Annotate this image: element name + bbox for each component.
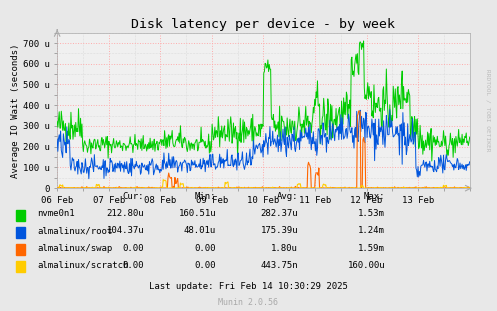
Text: 282.37u: 282.37u — [260, 209, 298, 218]
Text: 104.37u: 104.37u — [106, 226, 144, 235]
Text: 1.59m: 1.59m — [358, 244, 385, 253]
Text: 48.01u: 48.01u — [184, 226, 216, 235]
Text: 0.00: 0.00 — [123, 261, 144, 270]
Text: 1.53m: 1.53m — [358, 209, 385, 218]
Text: nvme0n1: nvme0n1 — [37, 209, 75, 218]
Text: Avg:: Avg: — [277, 192, 298, 201]
Text: Min:: Min: — [195, 192, 216, 201]
Text: Cur:: Cur: — [123, 192, 144, 201]
Text: 212.80u: 212.80u — [106, 209, 144, 218]
Text: 0.00: 0.00 — [123, 244, 144, 253]
Text: 1.24m: 1.24m — [358, 226, 385, 235]
Text: 160.00u: 160.00u — [347, 261, 385, 270]
Text: almalinux/swap: almalinux/swap — [37, 244, 112, 253]
Text: Last update: Fri Feb 14 10:30:29 2025: Last update: Fri Feb 14 10:30:29 2025 — [149, 281, 348, 290]
Y-axis label: Average IO Wait (seconds): Average IO Wait (seconds) — [11, 43, 20, 178]
Text: 175.39u: 175.39u — [260, 226, 298, 235]
Text: 443.75n: 443.75n — [260, 261, 298, 270]
Text: 160.51u: 160.51u — [178, 209, 216, 218]
Text: 0.00: 0.00 — [195, 244, 216, 253]
Text: Max:: Max: — [364, 192, 385, 201]
Title: Disk latency per device - by week: Disk latency per device - by week — [131, 18, 396, 31]
Text: almalinux/root: almalinux/root — [37, 226, 112, 235]
Text: 0.00: 0.00 — [195, 261, 216, 270]
Text: Munin 2.0.56: Munin 2.0.56 — [219, 298, 278, 307]
Text: almalinux/scratch: almalinux/scratch — [37, 261, 129, 270]
Text: RRDTOOL / TOBI OETIKER: RRDTOOL / TOBI OETIKER — [486, 69, 491, 152]
Text: 1.80u: 1.80u — [271, 244, 298, 253]
